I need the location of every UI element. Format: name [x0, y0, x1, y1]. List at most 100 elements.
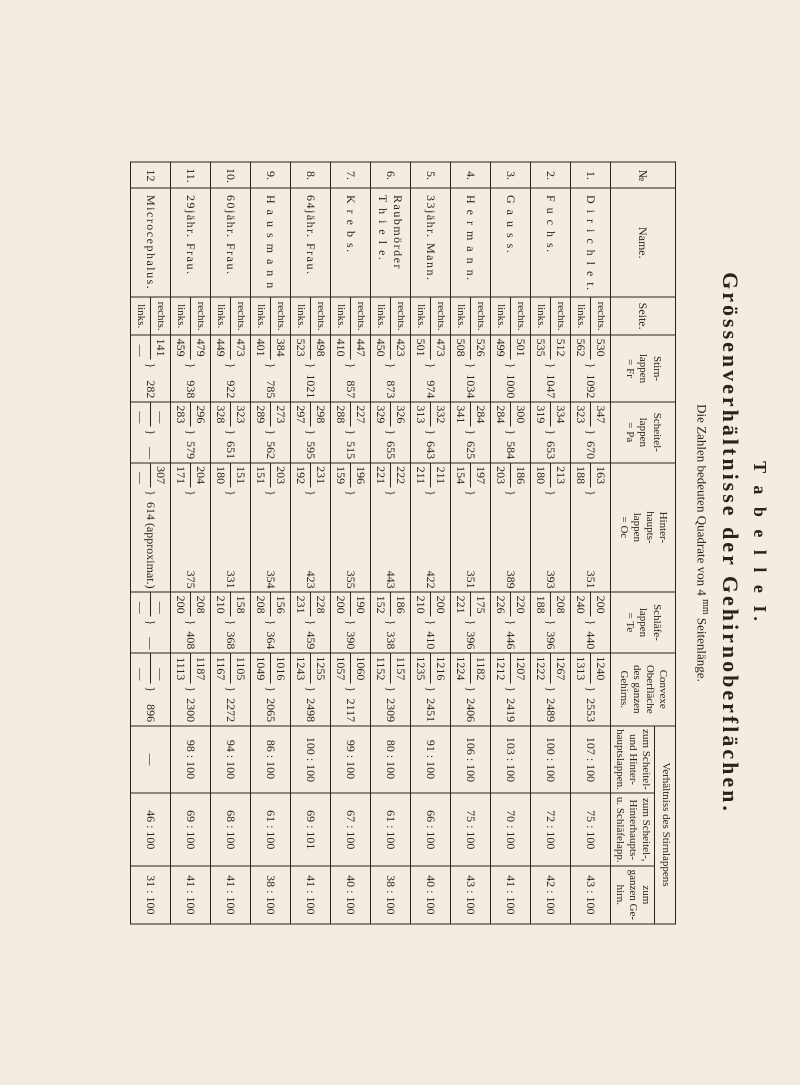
cell-sum: 670 — [570, 438, 610, 463]
cell-sum: 390 — [330, 628, 370, 653]
cell-value: 222 — [390, 462, 410, 487]
cell-value: 1157 — [390, 652, 410, 683]
col-scheitel: Scheitel-lappen= Pa — [610, 401, 675, 462]
brace: } — [250, 616, 290, 628]
brace: } — [450, 359, 490, 371]
brace: } — [210, 426, 250, 438]
brace: } — [290, 683, 330, 695]
cell-value: 323 — [230, 401, 250, 426]
cell-value: 313 — [410, 401, 430, 426]
cell-name: H a u s m a n n — [250, 188, 290, 297]
brace: } — [530, 487, 570, 499]
cell-value: 512 — [550, 335, 570, 360]
cell-ratio-a: 98 : 100 — [170, 725, 210, 793]
cell-value: 200 — [590, 592, 610, 617]
cell-name: 29jähr. Frau. — [170, 188, 210, 297]
cell-value: 307 — [150, 462, 170, 487]
cell-value: 204 — [190, 462, 210, 487]
cell-sum: 354 — [250, 498, 290, 591]
brace: } — [170, 487, 210, 499]
cell-seite: rechts. — [150, 297, 170, 335]
cell-seite: links. — [370, 297, 390, 335]
cell-ratio-b: 61 : 100 — [250, 793, 290, 866]
cell-no: 2. — [530, 162, 570, 188]
cell-seite: rechts. — [430, 297, 450, 335]
cell-name: 64jähr. Frau. — [290, 188, 330, 297]
cell-ratio-a: 100 : 100 — [530, 725, 570, 793]
cell-sum: 2489 — [530, 695, 570, 726]
brace: } — [330, 359, 370, 371]
brace: } — [570, 616, 610, 628]
cell-value: 1049 — [250, 652, 270, 683]
brace: } — [130, 487, 170, 499]
table-row: 9.H a u s m a n nrechts.384}785273}56220… — [270, 162, 290, 923]
cell-sum: 938 — [170, 371, 210, 402]
cell-value: 347 — [590, 401, 610, 426]
cell-name: H e r m a n n. — [450, 188, 490, 297]
cell-value: 188 — [570, 462, 590, 487]
brace: } — [570, 359, 610, 371]
cell-value: 1207 — [510, 652, 530, 683]
cell-value: 154 — [450, 462, 470, 487]
cell-sum: 410 — [410, 628, 450, 653]
cell-no: 12 — [130, 162, 170, 188]
cell-value: 220 — [510, 592, 530, 617]
cell-value: 499 — [490, 335, 510, 360]
cell-ratio-a: 100 : 100 — [290, 725, 330, 793]
cell-ratio-a: — — [130, 725, 170, 793]
table-row: 4.H e r m a n n.rechts.526}1034284}62519… — [470, 162, 490, 923]
brace: } — [130, 683, 170, 695]
cell-value: 188 — [530, 592, 550, 617]
table-row: 2.F u c h s.rechts.512}1047334}653213}39… — [550, 162, 570, 923]
table-label: T a b e l l e I. — [749, 461, 770, 625]
brace: } — [450, 616, 490, 628]
brace: } — [450, 426, 490, 438]
cell-ratio-c: 40 : 100 — [410, 866, 450, 923]
cell-ratio-c: 31 : 100 — [130, 866, 170, 923]
cell-sum: 2406 — [450, 695, 490, 726]
cell-sum: 515 — [330, 438, 370, 463]
cell-sum: 423 — [290, 498, 330, 591]
cell-value: 341 — [450, 401, 470, 426]
brace: } — [210, 683, 250, 695]
cell-value: 226 — [490, 592, 510, 617]
cell-value: 227 — [350, 401, 370, 426]
col-stirn: Stirn-lappen= Fr — [610, 335, 675, 402]
cell-ratio-c: 38 : 100 — [250, 866, 290, 923]
cell-sum: 1034 — [450, 371, 490, 402]
subtitle-prefix: Die Zahlen bedeuten Quadrate von 4 — [695, 404, 710, 599]
table-row: 6.RaubmörderT h i e l e.rechts.423}87332… — [390, 162, 410, 923]
cell-no: 9. — [250, 162, 290, 188]
cell-sum: 614 (approximat.) — [130, 498, 170, 591]
cell-seite: rechts. — [390, 297, 410, 335]
col-name: Name. — [610, 188, 675, 297]
cell-value: 523 — [290, 335, 310, 360]
cell-ratio-b: 69 : 101 — [290, 793, 330, 866]
cell-ratio-c: 43 : 100 — [570, 866, 610, 923]
cell-value: 1182 — [470, 652, 490, 683]
cell-sum: 364 — [250, 628, 290, 653]
table-row: 3.G a u s s.rechts.501}1000300}584186}38… — [510, 162, 530, 923]
col-verh-b: zum Scheitel-,Hinterhaupts-u. Schläfelap… — [610, 793, 655, 866]
brace: } — [370, 487, 410, 499]
cell-sum: 2451 — [410, 695, 450, 726]
cell-value: 298 — [310, 401, 330, 426]
col-verh-group: Verhältniss des Stirnlappens — [655, 725, 675, 923]
cell-ratio-c: 41 : 100 — [490, 866, 530, 923]
cell-value: 300 — [510, 401, 530, 426]
brace: } — [290, 487, 330, 499]
cell-value: 423 — [390, 335, 410, 360]
cell-name: G a u s s. — [490, 188, 530, 297]
cell-sum: 655 — [370, 438, 410, 463]
cell-value: 180 — [210, 462, 230, 487]
cell-no: 4. — [450, 162, 490, 188]
brace: } — [290, 616, 330, 628]
cell-value: 1016 — [270, 652, 290, 683]
cell-value: 326 — [390, 401, 410, 426]
cell-sum: 1021 — [290, 371, 330, 402]
cell-seite: links. — [570, 297, 590, 335]
cell-sum: 653 — [530, 438, 570, 463]
cell-sum: 1000 — [490, 371, 530, 402]
cell-value: 1167 — [210, 652, 230, 683]
cell-sum: 2272 — [210, 695, 250, 726]
